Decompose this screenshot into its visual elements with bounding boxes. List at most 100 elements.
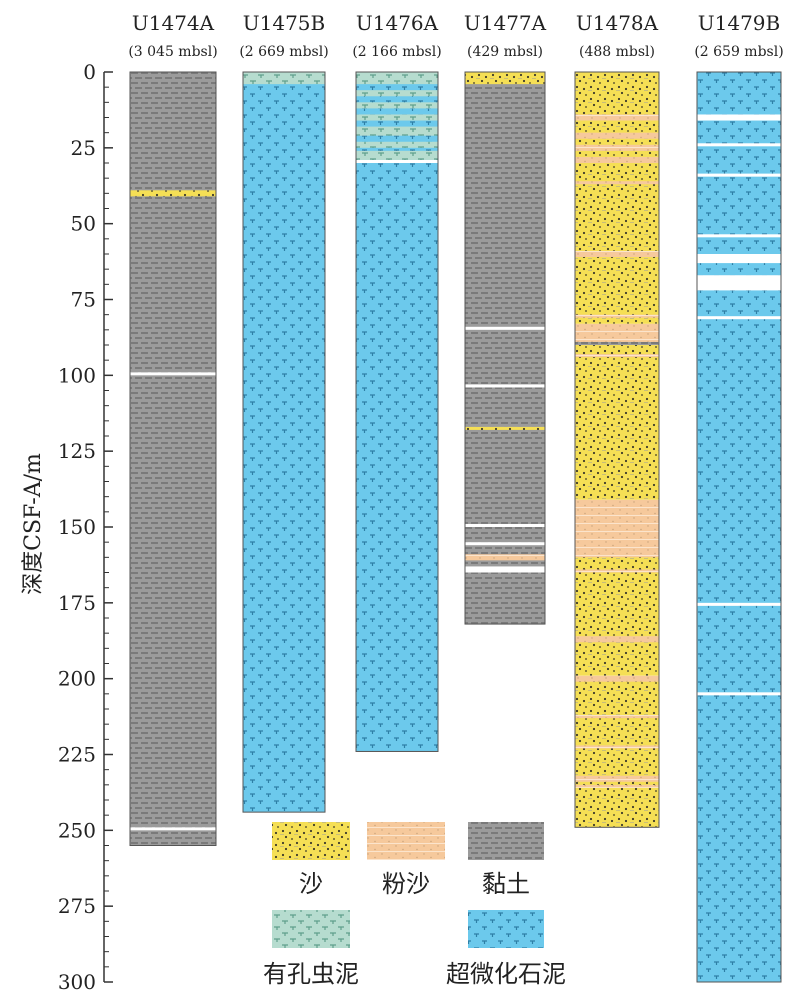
layer-gap — [697, 234, 781, 238]
column-base-sand — [575, 72, 659, 828]
layer-silt — [575, 132, 659, 139]
tick-label: 150 — [58, 515, 96, 539]
layer-foram_mud — [356, 141, 438, 148]
core-column-U1478A: U1478A (488 mbsl) — [574, 11, 660, 828]
water-depth-label: (429 mbsl) — [467, 44, 543, 60]
tick-label: 200 — [58, 667, 96, 691]
water-depth-label: (488 mbsl) — [579, 44, 655, 60]
layer-sand — [130, 190, 216, 197]
layer-silt — [575, 636, 659, 643]
legend-label: 粉沙 — [382, 870, 430, 898]
column-outline — [129, 71, 217, 846]
y-axis-label: 深度CSF-A/m — [21, 453, 46, 595]
legend-label: 黏土 — [482, 870, 530, 898]
tick-label: 225 — [58, 743, 96, 767]
water-depth-label: (2 669 mbsl) — [239, 44, 328, 60]
layer-silt — [575, 114, 659, 121]
layer-silt — [575, 775, 659, 782]
column-base-clay — [465, 72, 545, 625]
layer-silt — [575, 784, 659, 788]
site-label: U1475B — [243, 11, 325, 35]
legend-item-foram_mud: 有孔虫泥 — [263, 910, 359, 988]
tick-label: 0 — [83, 60, 96, 84]
tick-label: 25 — [71, 136, 96, 160]
layer-gap — [697, 254, 781, 264]
tick-label: 50 — [71, 212, 96, 236]
layer-silt — [575, 250, 659, 258]
water-depth-label: (2 659 mbsl) — [694, 44, 783, 60]
column-base-nanno_mud — [243, 72, 325, 813]
legend-item-clay: 黏土 — [468, 822, 544, 898]
layer-silt — [575, 569, 659, 573]
layer-sand — [465, 426, 545, 430]
core-column-U1476A: U1476A (2 166 mbsl) — [352, 11, 442, 752]
layer-silt — [465, 554, 545, 561]
layer-foram_mud — [356, 72, 438, 85]
core-column-U1475B: U1475B (2 669 mbsl) — [239, 11, 329, 813]
site-label: U1479B — [698, 11, 780, 35]
layer-sand — [465, 72, 545, 85]
site-label: U1474A — [132, 11, 215, 35]
layer-gap — [697, 692, 781, 696]
column-base-nanno_mud — [356, 72, 438, 752]
layer-gap — [130, 827, 216, 831]
layer-foram_mud — [356, 126, 438, 136]
layer-gap — [356, 159, 438, 163]
layer-silt — [575, 156, 659, 163]
layer-silt — [575, 354, 659, 358]
core-column-U1474A: U1474A (3 045 mbsl) — [128, 11, 218, 846]
tick-label: 100 — [58, 363, 96, 387]
legend-swatch — [367, 822, 445, 860]
column-outline — [696, 71, 782, 983]
layer-foram_mud — [356, 102, 438, 109]
core-column-U1477A: U1477A (429 mbsl) — [464, 11, 547, 625]
column-outline — [242, 71, 326, 813]
layer-gap — [697, 143, 781, 147]
site-label: U1478A — [576, 11, 659, 35]
layer-gap — [465, 384, 545, 388]
layer-foram_mud — [243, 72, 325, 85]
tick-label: 300 — [58, 970, 96, 994]
tick-label: 275 — [58, 894, 96, 918]
layer-gap — [465, 523, 545, 527]
column-outline — [464, 71, 546, 625]
water-depth-label: (2 166 mbsl) — [352, 44, 441, 60]
site-label: U1477A — [464, 11, 547, 35]
legend-swatch — [272, 822, 350, 860]
layer-clay — [575, 341, 659, 345]
layer-silt — [575, 314, 659, 318]
layer-foram_mud — [356, 150, 438, 160]
legend-item-nanno_mud: 超微化石泥 — [446, 910, 566, 988]
core-column-U1479B: U1479B (2 659 mbsl) — [694, 11, 784, 983]
layer-gap — [697, 275, 781, 291]
layer-gap — [130, 372, 216, 376]
layer-foram_mud — [356, 90, 438, 97]
layer-gap — [465, 542, 545, 546]
layer-silt — [575, 715, 659, 719]
water-depth-label: (3 045 mbsl) — [128, 44, 217, 60]
layer-silt — [575, 181, 659, 185]
depth-axis: 0 25 50 75 100 125 150 175 200 225 250 275 300 — [58, 60, 113, 994]
tick-label: 125 — [58, 439, 96, 463]
legend-swatch — [468, 822, 544, 860]
layer-gap — [697, 173, 781, 177]
layer-silt — [575, 323, 659, 342]
tick-label: 175 — [58, 591, 96, 615]
legend-swatch — [468, 910, 544, 948]
layer-gap — [697, 114, 781, 121]
layer-silt — [575, 745, 659, 749]
legend-label: 超微化石泥 — [446, 960, 566, 988]
layer-gap — [465, 566, 545, 573]
layer-gap — [697, 602, 781, 606]
legend-label: 沙 — [299, 870, 323, 898]
column-outline — [574, 71, 660, 828]
layer-silt — [575, 144, 659, 151]
column-base-nanno_mud — [697, 72, 781, 982]
legend-swatch — [272, 910, 350, 948]
layer-silt — [575, 675, 659, 682]
column-base-clay — [130, 72, 216, 846]
layer-silt — [575, 499, 659, 558]
site-label: U1476A — [356, 11, 439, 35]
